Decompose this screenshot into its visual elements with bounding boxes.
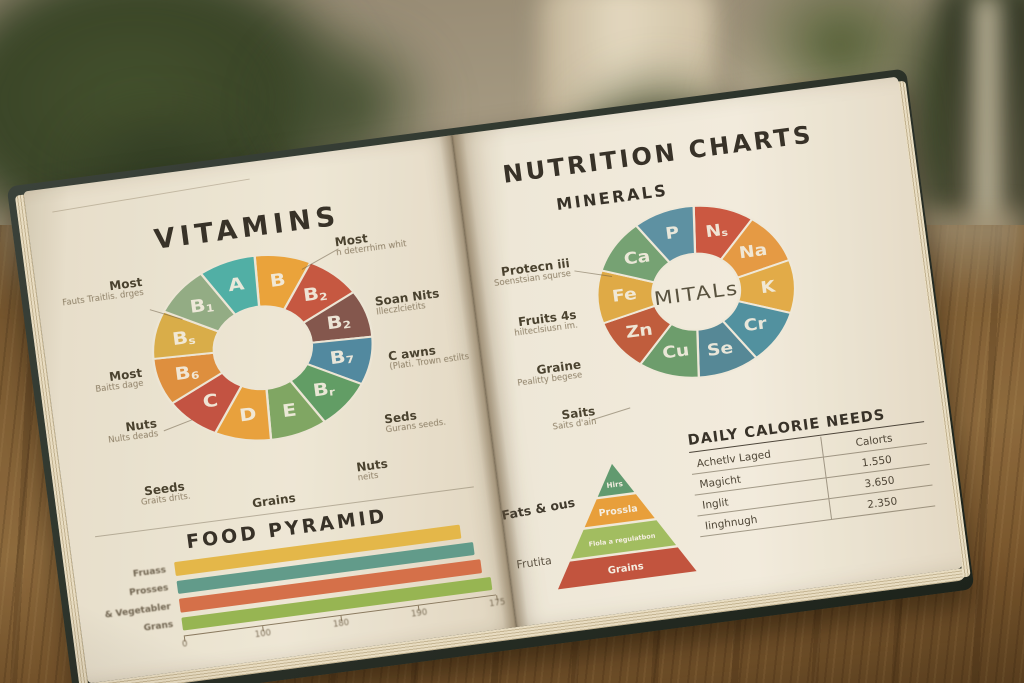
svg-text:A: A	[227, 274, 246, 296]
axis-tick-label: 100	[254, 628, 272, 641]
svg-text:Cr: Cr	[743, 314, 769, 335]
food-guide-pyramid: Hirs Prossla Flola a regulatbon Grains Fats…	[501, 431, 699, 624]
svg-text:D: D	[238, 404, 258, 426]
svg-text:E: E	[281, 400, 298, 422]
left-page-content: VITAMINS B B2 B2 B7 Br E D C B6 Bs B1 A Most Fauts T…	[23, 135, 516, 683]
svg-text:K: K	[760, 277, 778, 297]
chart-callout: Protecn iii Soenstsian squrse	[493, 256, 572, 290]
svg-text:Ca: Ca	[623, 247, 651, 269]
calorie-table-block: DAILY CALORIE NEEDS Achetlv Laged Calort…	[686, 397, 950, 599]
svg-text:B: B	[269, 270, 287, 292]
right-page-content: NUTRITION CHARTS MINERALS Ns Na K Cr Se Cu Zn F…	[452, 77, 963, 627]
left-page: VITAMINS B B2 B2 B7 Br E D C B6 Bs B1 A Most Fauts T…	[23, 135, 517, 683]
vitamins-donut-chart: B B2 B2 B7 Br E D C B6 Bs B1 A Most Fauts Traitlis. …	[48, 221, 485, 536]
svg-text:MITALs: MITALs	[653, 277, 740, 310]
book-pages: VITAMINS B B2 B2 B7 Br E D C B6 Bs B1 A Most Fauts T…	[23, 76, 963, 683]
bar-label: Grans	[143, 620, 174, 634]
chart-callout: Seds Gurans seeds.	[383, 408, 447, 436]
chart-callout: Graine Pealitty begese	[516, 357, 584, 390]
chart-callout: Fruits 4s hilteclsiusn im.	[513, 307, 579, 340]
minerals-donut-chart: Ns Na K Cr Se Cu Zn Fe Ca P MITALs Protecn iii Soen…	[478, 171, 928, 450]
chart-callout: Nuts Nults deads	[107, 416, 159, 447]
chart-callout: Grains	[251, 490, 297, 511]
chart-callout: Seeds Graits drits.	[140, 479, 192, 509]
svg-text:Zn: Zn	[625, 321, 654, 343]
axis-tick-label: 190	[410, 607, 428, 620]
svg-text:P: P	[664, 224, 680, 244]
axis-tick-label: 0	[181, 639, 189, 650]
svg-text:Na: Na	[738, 241, 768, 263]
chart-callout: Nuts neits	[355, 456, 389, 484]
chart-callout: Most Fauts Traitlis. drges	[61, 275, 145, 309]
open-book: VITAMINS B B2 B2 B7 Br E D C B6 Bs B1 A Most Fauts T…	[6, 68, 975, 683]
right-page: NUTRITION CHARTS MINERALS Ns Na K Cr Se Cu Zn F…	[451, 76, 963, 628]
svg-text:Se: Se	[706, 339, 734, 361]
svg-text:Prossla: Prossla	[598, 503, 638, 519]
chart-callout: Saits Saits d'ain	[552, 404, 598, 433]
chart-callout: Most Baitts dage	[94, 365, 145, 396]
callout-line	[592, 407, 631, 421]
chart-callout: Soan Nits Illeczlcietits	[374, 286, 441, 319]
svg-text:Cu: Cu	[661, 341, 690, 363]
svg-text:Fe: Fe	[611, 285, 638, 307]
right-page-bottom: Hirs Prossla Flola a regulatbon Grains Fats…	[501, 397, 951, 624]
svg-text:Hirs: Hirs	[606, 479, 623, 490]
svg-text:C: C	[202, 390, 220, 412]
svg-text:Grains: Grains	[607, 561, 644, 577]
axis-tick-label: 180	[332, 617, 350, 630]
